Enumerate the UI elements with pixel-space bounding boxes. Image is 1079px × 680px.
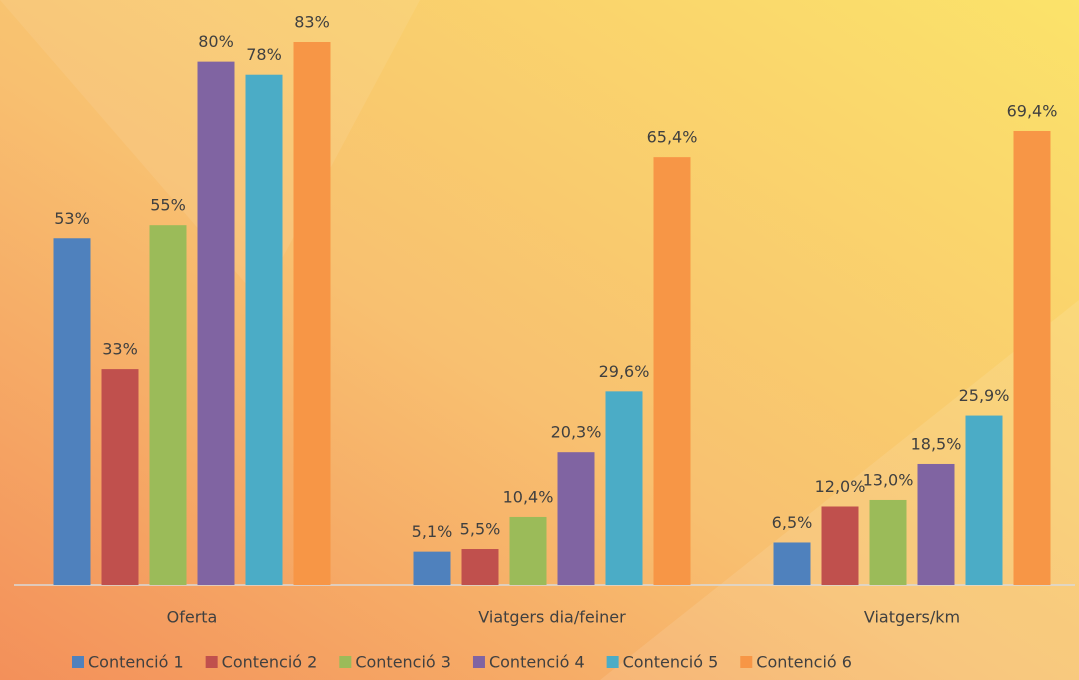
value-label: 33% bbox=[102, 340, 138, 359]
bar bbox=[918, 464, 955, 585]
legend-label: Contenció 3 bbox=[355, 653, 451, 672]
value-label: 69,4% bbox=[1007, 101, 1058, 120]
legend-swatch bbox=[740, 656, 752, 668]
bar bbox=[1014, 131, 1051, 585]
value-label: 6,5% bbox=[772, 513, 813, 532]
x-tick-label: Viatgers dia/feiner bbox=[478, 608, 626, 627]
bar bbox=[246, 75, 283, 585]
bar bbox=[966, 416, 1003, 585]
bar bbox=[150, 225, 187, 585]
value-label: 55% bbox=[150, 196, 186, 215]
chart: Oferta 53% 33% 55% 80% 78% 83% Viatgers dia/fei… bbox=[0, 0, 1079, 680]
bar bbox=[414, 552, 451, 585]
value-label: 20,3% bbox=[551, 423, 602, 442]
value-label: 10,4% bbox=[503, 487, 554, 506]
bar bbox=[774, 542, 811, 585]
value-label: 25,9% bbox=[959, 386, 1010, 405]
legend-label: Contenció 5 bbox=[623, 653, 719, 672]
bar bbox=[558, 452, 595, 585]
legend-swatch bbox=[339, 656, 351, 668]
value-label: 80% bbox=[198, 32, 234, 51]
legend-swatch bbox=[72, 656, 84, 668]
bar bbox=[102, 369, 139, 585]
bar bbox=[822, 506, 859, 585]
x-tick-label: Viatgers/km bbox=[864, 608, 960, 627]
x-tick-label: Oferta bbox=[167, 608, 218, 627]
legend-swatch bbox=[607, 656, 619, 668]
value-label: 18,5% bbox=[911, 434, 962, 453]
bar bbox=[198, 62, 235, 585]
value-label: 13,0% bbox=[863, 470, 914, 489]
value-label: 65,4% bbox=[647, 128, 698, 147]
legend-label: Contenció 1 bbox=[88, 653, 184, 672]
value-label: 5,1% bbox=[412, 522, 453, 541]
bar bbox=[294, 42, 331, 585]
value-label: 83% bbox=[294, 13, 330, 32]
bar bbox=[54, 238, 91, 585]
bar bbox=[870, 500, 907, 585]
bar bbox=[462, 549, 499, 585]
value-label: 29,6% bbox=[599, 362, 650, 381]
legend-swatch bbox=[206, 656, 218, 668]
bar bbox=[654, 157, 691, 585]
legend-label: Contenció 6 bbox=[756, 653, 852, 672]
legend-label: Contenció 2 bbox=[222, 653, 318, 672]
value-label: 12,0% bbox=[815, 477, 866, 496]
value-label: 53% bbox=[54, 209, 90, 228]
legend-label: Contenció 4 bbox=[489, 653, 585, 672]
value-label: 5,5% bbox=[460, 520, 501, 539]
legend-swatch bbox=[473, 656, 485, 668]
bar bbox=[606, 391, 643, 585]
value-label: 78% bbox=[246, 45, 282, 64]
bar bbox=[510, 517, 547, 585]
